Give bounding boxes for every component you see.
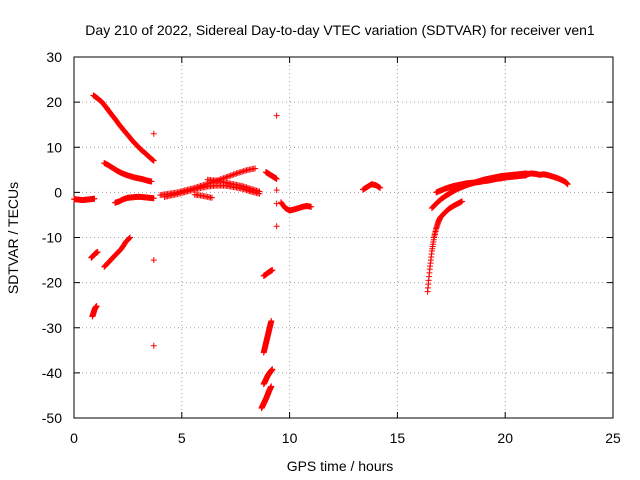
data-point <box>268 383 275 390</box>
data-point <box>224 173 231 180</box>
data-point <box>231 171 238 178</box>
y-tick-label: -20 <box>42 275 62 291</box>
data-point <box>150 257 157 264</box>
data-point <box>223 174 230 181</box>
data-point <box>150 157 157 164</box>
data-point <box>149 156 156 163</box>
data-point <box>150 342 157 349</box>
x-tick-label: 0 <box>70 430 78 446</box>
data-point <box>273 223 280 230</box>
data-point <box>273 187 280 194</box>
data-point <box>459 198 466 205</box>
y-tick-label: -40 <box>42 365 62 381</box>
x-tick-label: 5 <box>178 430 186 446</box>
data-point <box>148 178 155 185</box>
data-point <box>150 195 157 202</box>
data-point <box>377 184 384 191</box>
data-point <box>91 195 98 202</box>
data-point <box>564 181 571 188</box>
axis-ticks <box>73 56 614 419</box>
data-point <box>93 303 100 310</box>
y-tick-label: -30 <box>42 320 62 336</box>
y-axis-label: SDTVAR / TECUs <box>5 182 21 294</box>
y-tick-label: -50 <box>42 410 62 426</box>
data-point <box>150 157 157 164</box>
data-point <box>233 170 240 177</box>
data-point <box>150 130 157 137</box>
x-axis-label: GPS time / hours <box>287 458 394 474</box>
x-tick-label: 15 <box>390 430 406 446</box>
data-point <box>230 171 237 178</box>
data-point <box>229 172 236 179</box>
y-tick-label: 30 <box>46 49 62 65</box>
data-point <box>208 194 215 201</box>
chart-title: Day 210 of 2022, Sidereal Day-to-day VTE… <box>85 22 595 38</box>
data-point <box>226 173 233 180</box>
x-tick-label: 10 <box>282 430 298 446</box>
tick-labels: 0 5 10 15 20 25 30 20 10 0 -10 -20 -30 -40 -50 <box>42 49 621 446</box>
y-tick-label: -10 <box>42 230 62 246</box>
data-point <box>127 234 134 241</box>
data-point <box>269 366 276 373</box>
data-point <box>256 188 263 195</box>
grid <box>74 57 613 418</box>
data-point <box>308 203 315 210</box>
data-point <box>227 172 234 179</box>
data-point <box>252 165 259 172</box>
data-point <box>268 317 275 324</box>
data-points <box>71 92 571 412</box>
data-point <box>273 200 280 207</box>
y-tick-label: 20 <box>46 94 62 110</box>
data-point <box>94 248 101 255</box>
y-tick-label: 0 <box>54 184 62 200</box>
data-point <box>273 175 280 182</box>
x-tick-label: 20 <box>497 430 513 446</box>
data-point <box>126 235 133 242</box>
data-point <box>269 266 276 273</box>
data-point <box>273 112 280 119</box>
y-tick-label: 10 <box>46 139 62 155</box>
x-tick-label: 25 <box>605 430 621 446</box>
